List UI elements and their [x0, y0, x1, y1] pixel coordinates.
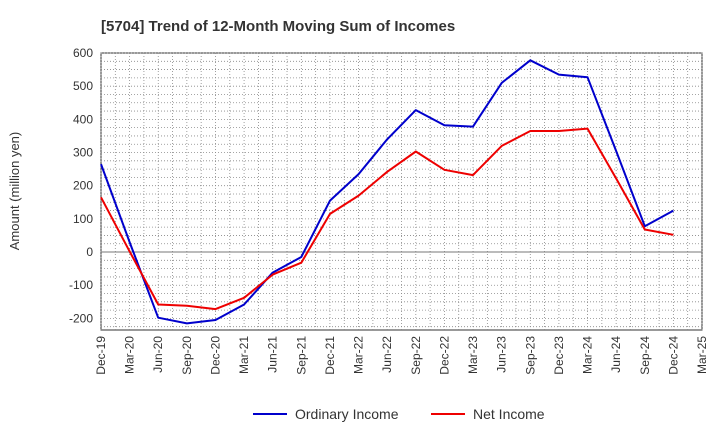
x-tick-label: Jun-22 [380, 336, 394, 373]
x-tick-label: Mar-21 [237, 336, 251, 374]
x-tick-label: Mar-20 [123, 336, 137, 374]
x-tick-label: Dec-23 [552, 336, 566, 375]
x-tick-label: Dec-19 [94, 336, 108, 375]
series-line-net-income [100, 127, 674, 311]
x-tick-label: Jun-24 [609, 336, 623, 373]
y-tick-label: -100 [69, 278, 93, 292]
grid [100, 52, 703, 330]
series-line-ordinary-income [100, 59, 674, 325]
x-tick-label: Sep-20 [180, 336, 194, 375]
y-tick-label: -200 [69, 311, 93, 325]
y-tick-label: 200 [73, 179, 93, 193]
x-tick-label: Dec-22 [437, 336, 451, 375]
legend-label-net-income: Net Income [473, 406, 545, 422]
x-tick-label: Mar-25 [695, 336, 709, 374]
x-tick-label: Dec-20 [208, 336, 222, 375]
legend: Ordinary Income Net Income [253, 406, 545, 422]
y-tick-label: 500 [73, 79, 93, 93]
x-tick-label: Sep-24 [638, 336, 652, 375]
x-tick-label: Jun-23 [495, 336, 509, 373]
x-tick-label: Jun-21 [266, 336, 280, 373]
x-axis-ticks: Dec-19 Mar-20 Jun-20 Sep-20 Dec-20 Mar-21 Jun-… [94, 336, 709, 375]
x-tick-label: Sep-23 [523, 336, 537, 375]
y-tick-label: 100 [73, 212, 93, 226]
y-tick-label: 600 [73, 46, 93, 60]
series-lines [100, 59, 674, 325]
x-tick-label: Dec-21 [323, 336, 337, 375]
x-tick-label: Mar-24 [581, 336, 595, 374]
x-tick-label: Jun-20 [151, 336, 165, 373]
y-tick-label: 300 [73, 146, 93, 160]
x-tick-label: Dec-24 [666, 336, 680, 375]
x-tick-label: Mar-22 [352, 336, 366, 374]
y-axis-ticks: 600 500 400 300 200 100 0 -100 -200 [69, 46, 93, 325]
y-tick-label: 400 [73, 112, 93, 126]
y-axis-label: Amount (million yen) [7, 132, 22, 251]
x-tick-label: Mar-23 [466, 336, 480, 374]
x-tick-label: Sep-21 [294, 336, 308, 375]
y-tick-label: 0 [86, 245, 93, 259]
chart-title: [5704] Trend of 12-Month Moving Sum of I… [101, 18, 455, 35]
legend-label-ordinary-income: Ordinary Income [295, 406, 399, 422]
x-tick-label: Sep-22 [409, 336, 423, 375]
